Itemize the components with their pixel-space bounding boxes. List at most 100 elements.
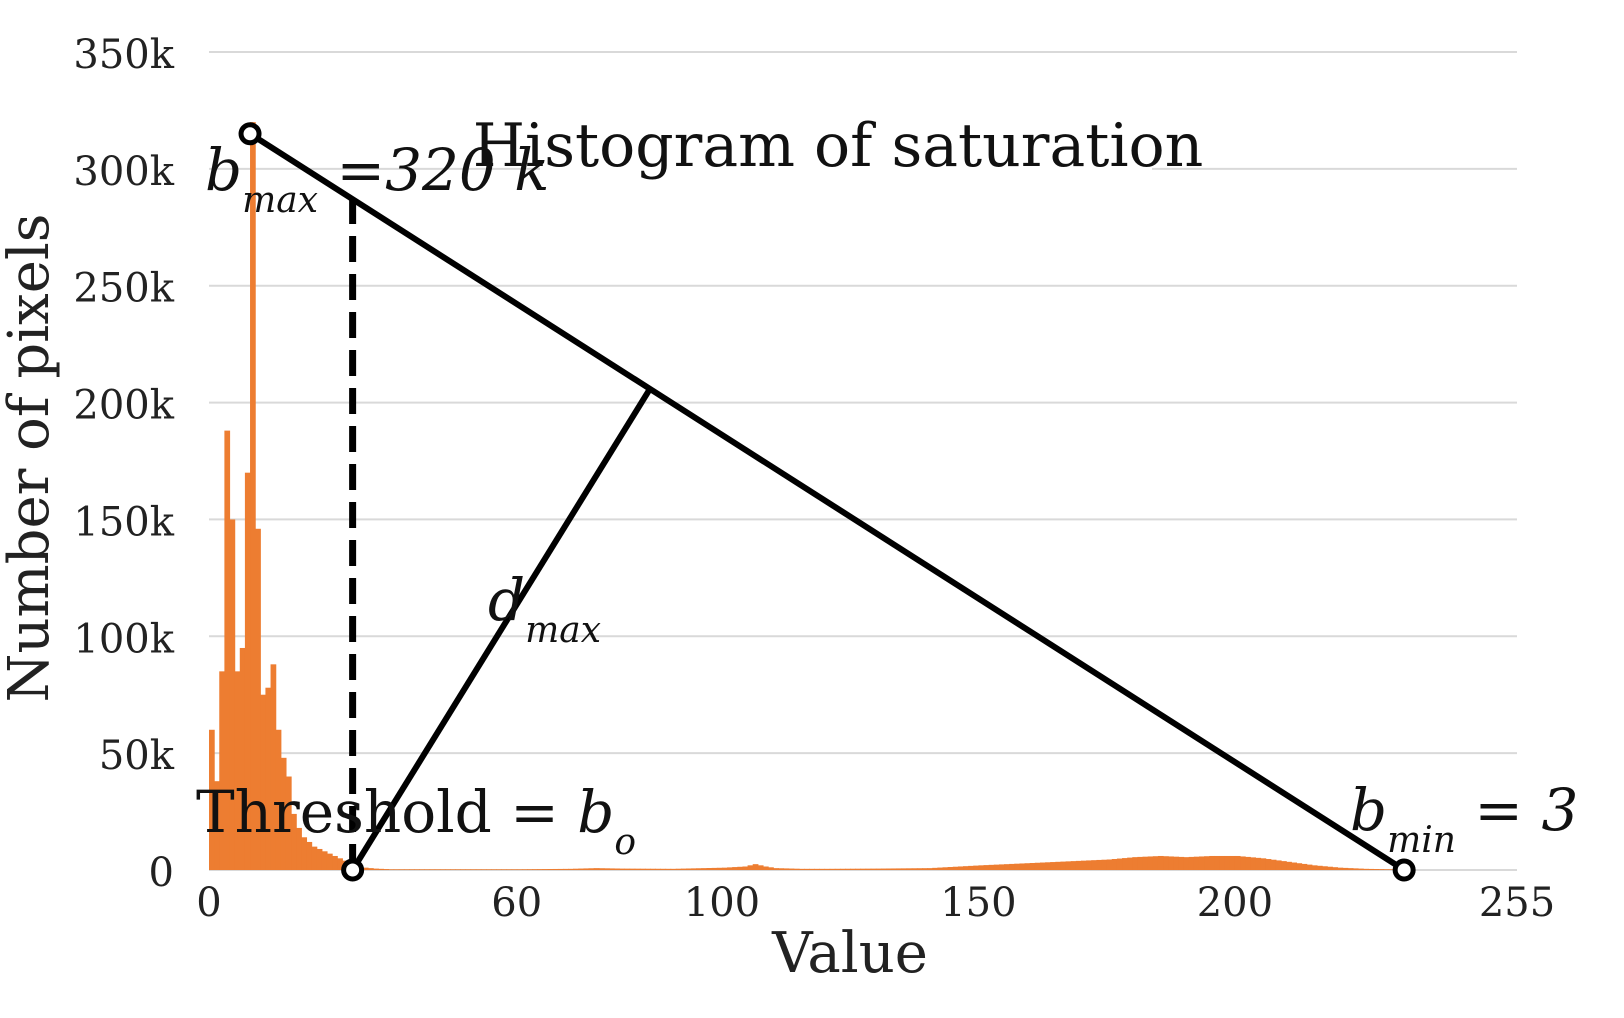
histogram-bar [501, 869, 508, 870]
histogram-bar [1060, 861, 1067, 870]
histogram-bar [460, 869, 467, 870]
bmin-label: bmin = 3 [1350, 776, 1578, 861]
histogram-bar [260, 694, 267, 870]
histogram-bar [988, 864, 995, 870]
histogram-bar [583, 868, 590, 870]
histogram-bar [1219, 855, 1226, 870]
y-tick-label: 100k [73, 616, 174, 662]
x-axis-title: Value [771, 921, 928, 986]
histogram-bar [1157, 855, 1164, 870]
histogram-bar [316, 848, 323, 870]
histogram-bar [978, 865, 985, 870]
histogram-bar [434, 869, 441, 870]
histogram-bar [321, 851, 328, 870]
histogram-bar [521, 869, 528, 870]
histogram-bar [665, 868, 672, 870]
histogram-bar [814, 868, 820, 870]
histogram-bar [1311, 865, 1318, 870]
histogram-bar [398, 869, 405, 870]
peak-point-marker [238, 122, 262, 146]
histogram-bar [1127, 857, 1133, 870]
histogram-bar [906, 868, 913, 870]
histogram-bar [645, 868, 651, 870]
histogram-bar [301, 837, 308, 870]
histogram-bar [1209, 855, 1215, 870]
histogram-bar [737, 866, 744, 870]
histogram-bar [285, 776, 292, 870]
histogram-bar [1234, 855, 1241, 870]
histogram-bar [1152, 856, 1159, 870]
x-tick-label: 100 [684, 880, 760, 926]
histogram-bar [270, 664, 277, 870]
histogram-bar [568, 868, 574, 870]
histogram-bar [229, 519, 236, 870]
histogram-bar [993, 864, 1000, 870]
histogram-bar [660, 868, 667, 870]
histogram-bar [1045, 862, 1051, 870]
y-axis-title: Number of pixels [0, 213, 62, 702]
y-tick-label: 150k [73, 499, 174, 545]
histogram-bar [1265, 859, 1272, 870]
histogram-bar [1106, 859, 1113, 870]
histogram-bar [798, 868, 805, 870]
histogram-bar [716, 867, 723, 870]
histogram-bar [588, 868, 595, 870]
histogram-bar [891, 868, 897, 870]
histogram-bar [1193, 856, 1200, 870]
histogram-bar [1034, 862, 1041, 870]
histogram-bar [875, 868, 882, 870]
histogram-bar [516, 869, 523, 870]
histogram-bar [1383, 869, 1390, 870]
histogram-bar [1368, 868, 1374, 870]
histogram-bar [1306, 864, 1313, 870]
histogram-bar [506, 869, 513, 870]
histogram-bar [1024, 863, 1031, 870]
histogram-bar [1316, 865, 1323, 870]
x-tick-label: 150 [940, 880, 1016, 926]
histogram-bar [209, 729, 215, 870]
histogram-bar [957, 866, 964, 870]
histogram-bar [603, 868, 610, 870]
histogram-bar [1111, 859, 1118, 870]
histogram-bar [373, 868, 379, 870]
histogram-bar [496, 869, 502, 870]
histogram-bar [1198, 856, 1205, 870]
histogram-bar [532, 869, 538, 870]
histogram-bar [1050, 862, 1056, 870]
histogram-bar [711, 867, 718, 870]
histogram-bar [1229, 855, 1236, 870]
histogram-bar [675, 868, 682, 870]
histogram-bar [870, 868, 877, 870]
histogram-bar [527, 869, 533, 870]
histogram-bar [809, 868, 815, 870]
histogram-bar [368, 868, 374, 870]
histogram-bar [788, 868, 795, 870]
histogram-bar [1204, 856, 1210, 870]
histogram-bar [1270, 859, 1277, 870]
histogram-bar [239, 647, 246, 870]
histogram-bar [680, 868, 687, 870]
histogram-bar [1096, 859, 1103, 870]
histogram-bar [388, 869, 395, 870]
histogram-bar [1224, 855, 1231, 870]
histogram-bar [1188, 856, 1195, 870]
histogram-bar [234, 671, 241, 870]
y-tick-label: 50k [99, 733, 175, 779]
histogram-bar [578, 868, 585, 870]
histogram-bar [1091, 860, 1097, 870]
histogram-bar [1286, 861, 1292, 870]
histogram-bar [1055, 861, 1062, 870]
y-axis-ticks: 0 50k 100k 150k 200k 250k 300k 350k [73, 32, 174, 896]
histogram-bar [706, 868, 713, 870]
histogram-bar [1281, 861, 1287, 870]
histogram-bar [880, 868, 887, 870]
histogram-bar [1101, 859, 1108, 870]
histogram-bar [655, 868, 661, 870]
histogram-bar [450, 869, 456, 870]
histogram-bar [1039, 862, 1046, 870]
peak-to-min-line [248, 131, 1406, 873]
histogram-bar [280, 757, 287, 870]
histogram-bar [1075, 860, 1082, 870]
histogram-bar [1116, 858, 1123, 870]
histogram-bar [429, 869, 436, 870]
